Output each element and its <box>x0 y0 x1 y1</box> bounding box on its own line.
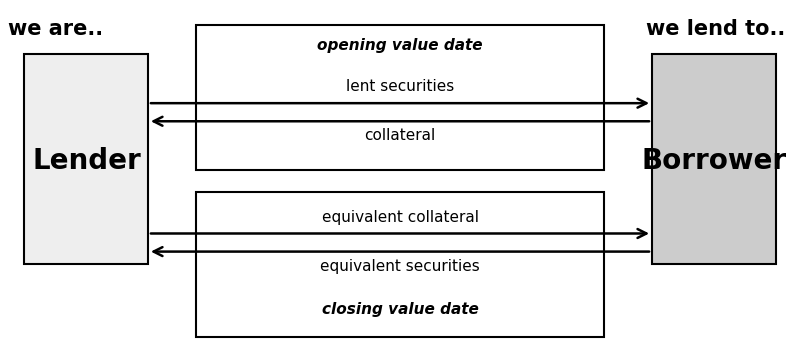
Text: we lend to..: we lend to.. <box>646 19 786 39</box>
Bar <box>196 192 604 337</box>
Text: collateral: collateral <box>364 128 436 143</box>
Bar <box>196 25 604 170</box>
Text: Lender: Lender <box>32 147 141 175</box>
Text: Borrower: Borrower <box>642 147 787 175</box>
Text: opening value date: opening value date <box>317 38 483 53</box>
Text: equivalent collateral: equivalent collateral <box>322 210 478 225</box>
Text: closing value date: closing value date <box>322 302 478 317</box>
Text: lent securities: lent securities <box>346 79 454 94</box>
Bar <box>652 54 776 264</box>
Bar <box>24 54 148 264</box>
Text: we are..: we are.. <box>9 19 103 39</box>
Text: equivalent securities: equivalent securities <box>320 258 480 274</box>
